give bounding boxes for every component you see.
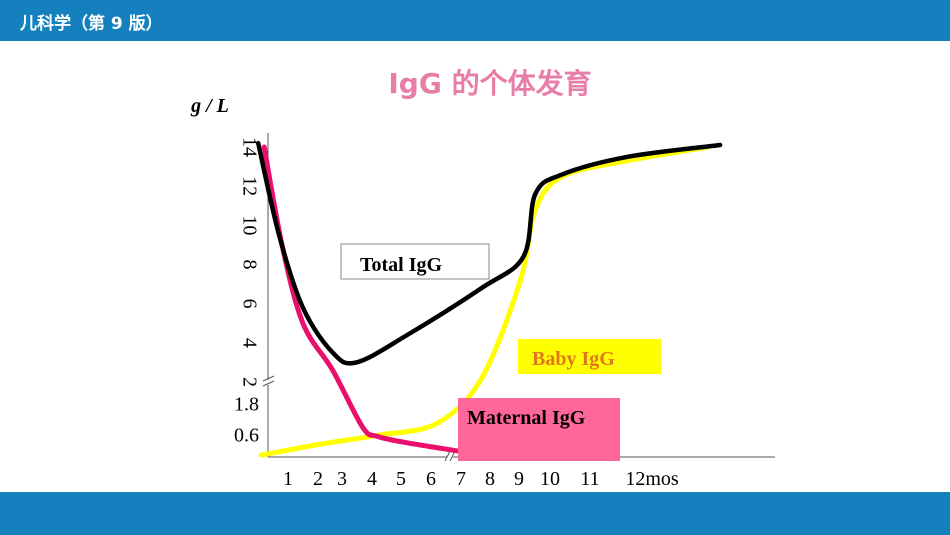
x-tick: 1 bbox=[283, 468, 293, 490]
y-tick-upper: 4 bbox=[238, 338, 260, 348]
header-bar: 儿科学（第 9 版） bbox=[0, 0, 950, 41]
x-tick: 4 bbox=[367, 468, 377, 490]
series-line-total-igg bbox=[255, 140, 723, 366]
series-line-baby-igg bbox=[258, 144, 711, 458]
maternal-igg-label-box bbox=[458, 398, 620, 461]
x-tick: 2 bbox=[313, 468, 323, 490]
total-igg-label-box bbox=[340, 243, 490, 280]
total-igg-label: Total IgG bbox=[360, 254, 443, 276]
y-axis-break-1 bbox=[262, 375, 275, 382]
y-axis-break-2 bbox=[262, 380, 275, 387]
x-tick: 12mos bbox=[625, 468, 679, 490]
slide-title: IgG 的个体发育 bbox=[388, 67, 592, 100]
x-axis-break-1 bbox=[444, 450, 451, 462]
y-tick-upper: 2 bbox=[238, 377, 260, 387]
y-tick-upper: 12 bbox=[238, 176, 260, 196]
y-tick-upper: 8 bbox=[238, 260, 260, 270]
series-line-maternal-igg bbox=[261, 144, 461, 454]
x-tick: 9 bbox=[514, 468, 524, 490]
y-axis-label: g / L bbox=[190, 95, 229, 117]
x-tick: 7 bbox=[456, 468, 466, 490]
maternal-igg-label: Maternal IgG bbox=[467, 407, 586, 429]
y-tick-lower: 1.8 bbox=[234, 394, 259, 416]
x-tick: 8 bbox=[485, 468, 495, 490]
y-tick-upper: 14 bbox=[238, 137, 260, 157]
y-tick-upper: 10 bbox=[238, 215, 260, 235]
x-tick: 6 bbox=[426, 468, 436, 490]
header-title: 儿科学（第 9 版） bbox=[20, 14, 163, 34]
baby-igg-label: Baby IgG bbox=[532, 348, 615, 370]
y-tick-upper: 6 bbox=[238, 299, 260, 309]
x-tick: 11 bbox=[580, 468, 599, 490]
x-tick: 3 bbox=[337, 468, 347, 490]
baby-igg-label-box bbox=[518, 339, 661, 374]
x-tick: 5 bbox=[396, 468, 406, 490]
footer-bar bbox=[0, 492, 950, 535]
y-tick-lower: 0.6 bbox=[234, 425, 259, 447]
x-tick: 10 bbox=[540, 468, 560, 490]
